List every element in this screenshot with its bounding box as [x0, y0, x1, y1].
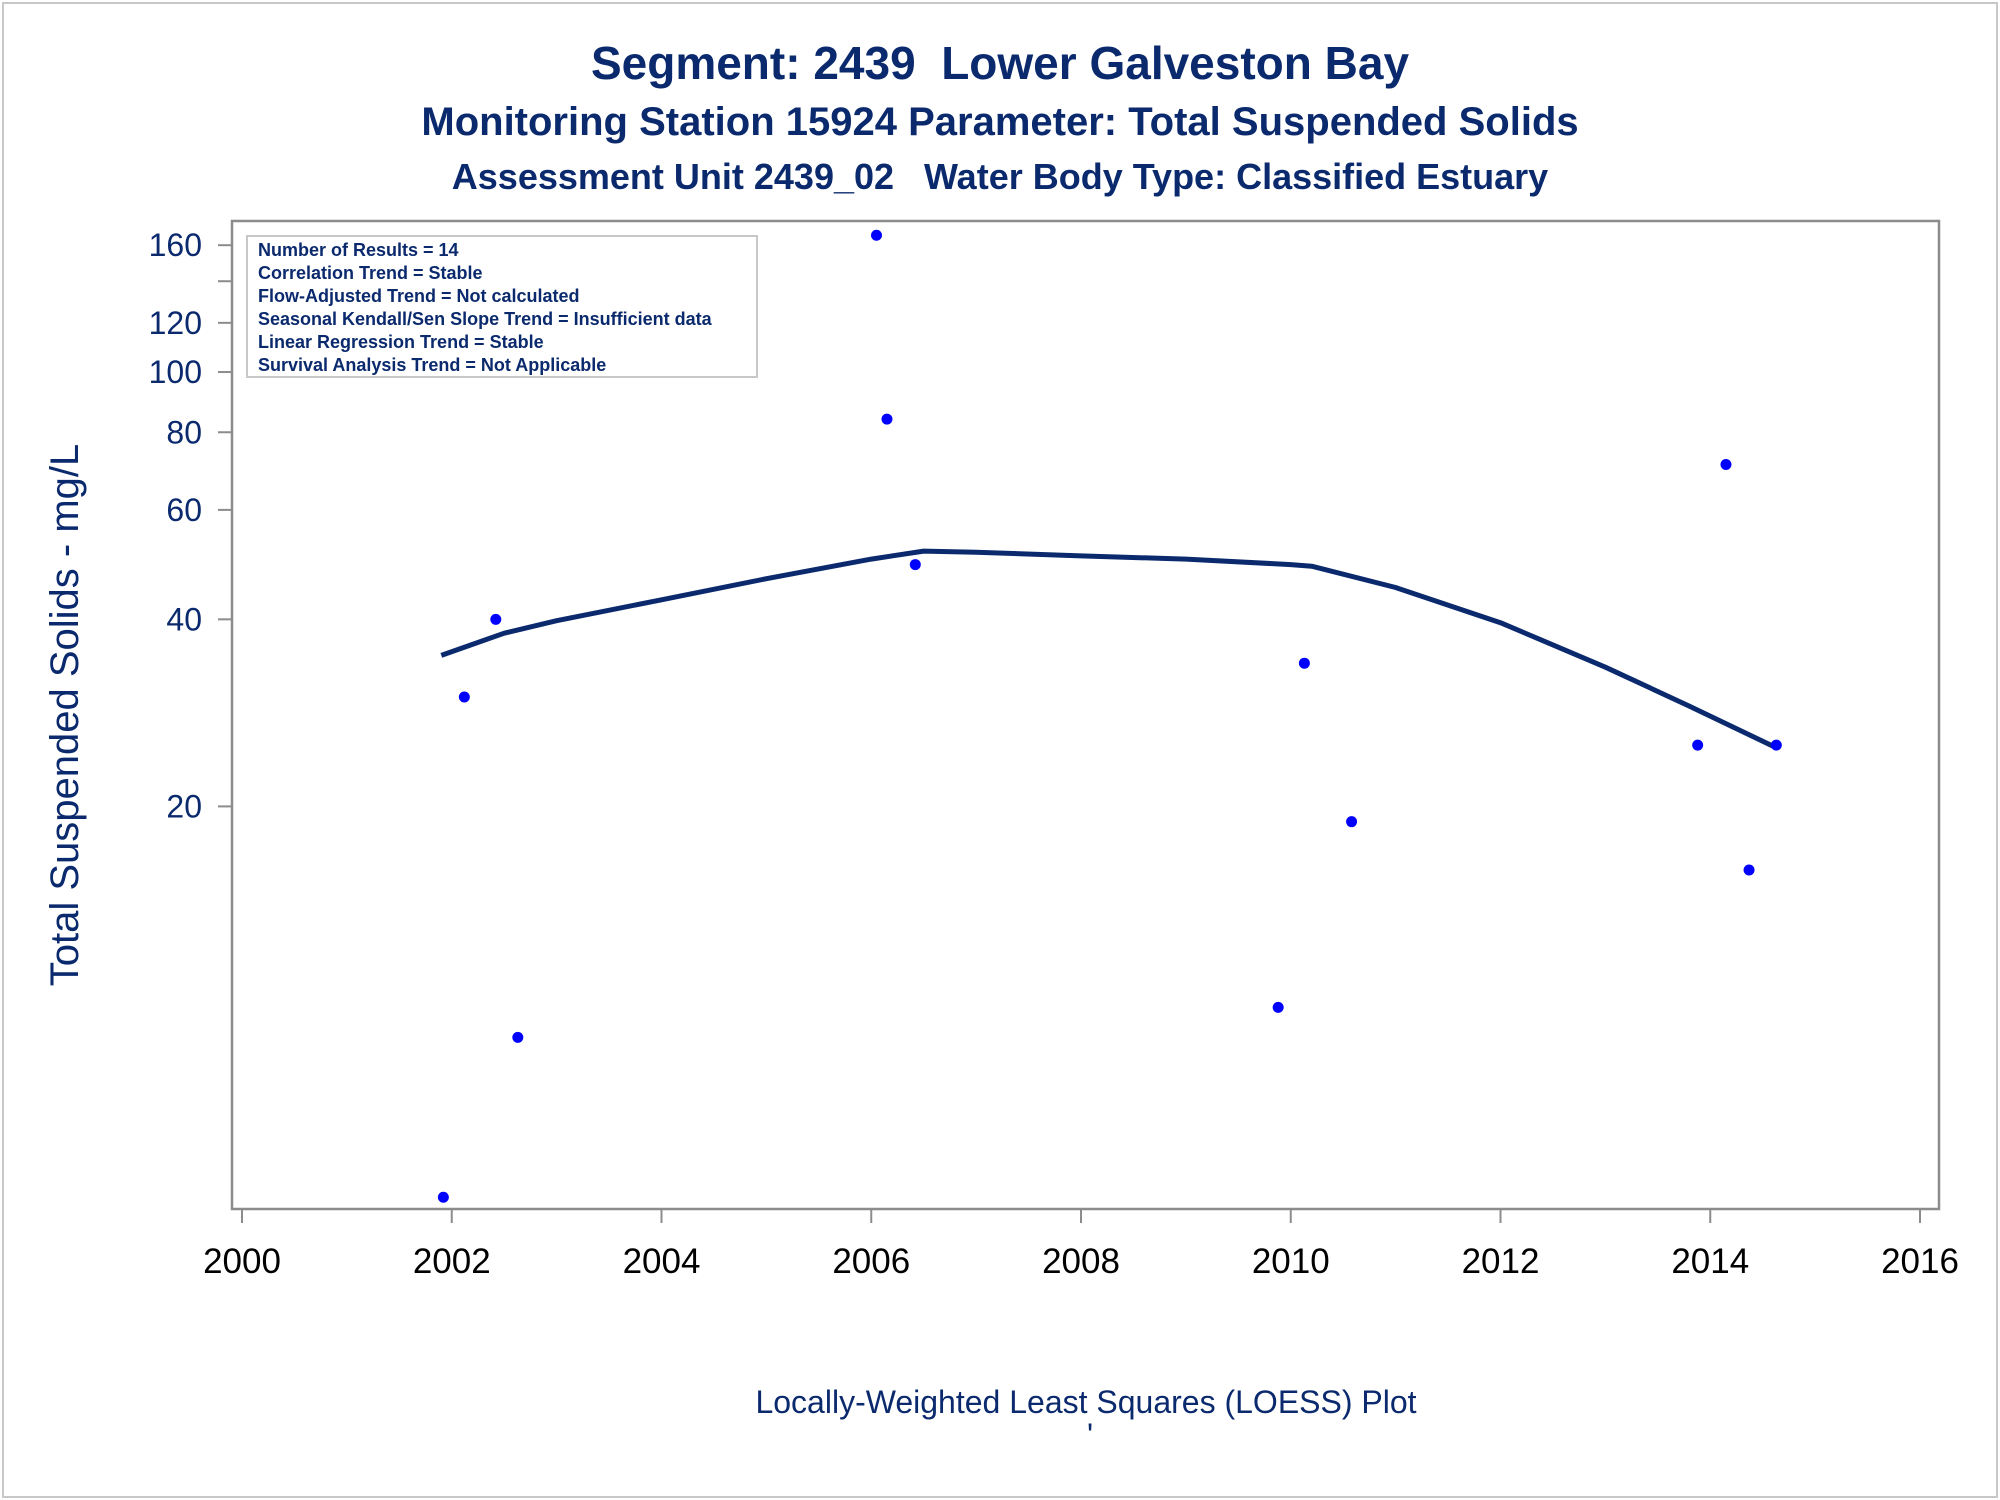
- y-axis: 20 40 60 80 100 120 160: [149, 227, 232, 824]
- data-point: [437, 1191, 449, 1203]
- plot-area: [230, 219, 1941, 1211]
- data-point: [1692, 739, 1704, 751]
- x-tick-label: 2002: [413, 1242, 491, 1281]
- y-tick-label: 120: [149, 305, 202, 341]
- data-point: [870, 229, 882, 241]
- y-tick-label: 80: [166, 414, 202, 450]
- chart-footnote: Locally-Weighted Least Squares (LOESS) P…: [755, 1384, 1416, 1420]
- stats-line: Number of Results = 14: [258, 240, 459, 260]
- data-point: [1743, 864, 1755, 876]
- x-tick-label: 2014: [1671, 1242, 1749, 1281]
- x-tick-label: 2006: [832, 1242, 910, 1281]
- data-point: [512, 1031, 524, 1043]
- stats-line: Seasonal Kendall/Sen Slope Trend = Insuf…: [258, 309, 713, 329]
- y-tick-label: 20: [166, 788, 202, 824]
- stats-line: Flow-Adjusted Trend = Not calculated: [258, 286, 580, 306]
- y-tick-label: 60: [166, 492, 202, 528]
- data-point: [1720, 458, 1732, 470]
- x-tick-label: 2004: [623, 1242, 701, 1281]
- stats-line: Correlation Trend = Stable: [258, 263, 483, 283]
- data-point: [1298, 657, 1310, 669]
- stats-line: Survival Analysis Trend = Not Applicable: [258, 355, 606, 375]
- data-point: [1272, 1001, 1284, 1013]
- x-tick-label: 2012: [1462, 1242, 1540, 1281]
- chart-title: Segment: 2439 Lower Galveston Bay: [590, 37, 1410, 89]
- x-axis: 2000 2002 2004 2006 2008 2010 2012 2014 2016: [203, 1209, 1959, 1281]
- data-point: [490, 613, 502, 625]
- x-tick-label: 2008: [1042, 1242, 1120, 1281]
- data-point: [881, 413, 893, 425]
- chart-subtitle: Monitoring Station 15924 Parameter: Tota…: [421, 100, 1579, 144]
- x-tick-label: 2000: [203, 1242, 281, 1281]
- data-point: [909, 559, 921, 571]
- data-point: [1770, 739, 1782, 751]
- y-tick-label: 100: [149, 354, 202, 390]
- stats-line: Linear Regression Trend = Stable: [258, 332, 544, 352]
- chart-subtitle-2: Assessment Unit 2439_02 Water Body Type:…: [451, 156, 1549, 197]
- stats-lines: Number of Results = 14 Correlation Trend …: [258, 240, 713, 375]
- data-points: [437, 229, 1782, 1203]
- y-tick-label: 160: [149, 227, 202, 263]
- x-tick-label: 2010: [1252, 1242, 1330, 1281]
- loess-trend-line: [440, 548, 1775, 749]
- y-axis-title: Total Suspended Solids - mg/L: [43, 444, 87, 987]
- data-point: [458, 691, 470, 703]
- x-tick-label: 2016: [1881, 1242, 1959, 1281]
- stats-box: [246, 235, 758, 378]
- footnote-mark: ': [1087, 1417, 1093, 1453]
- data-point: [1346, 816, 1358, 828]
- y-tick-label: 40: [166, 601, 202, 637]
